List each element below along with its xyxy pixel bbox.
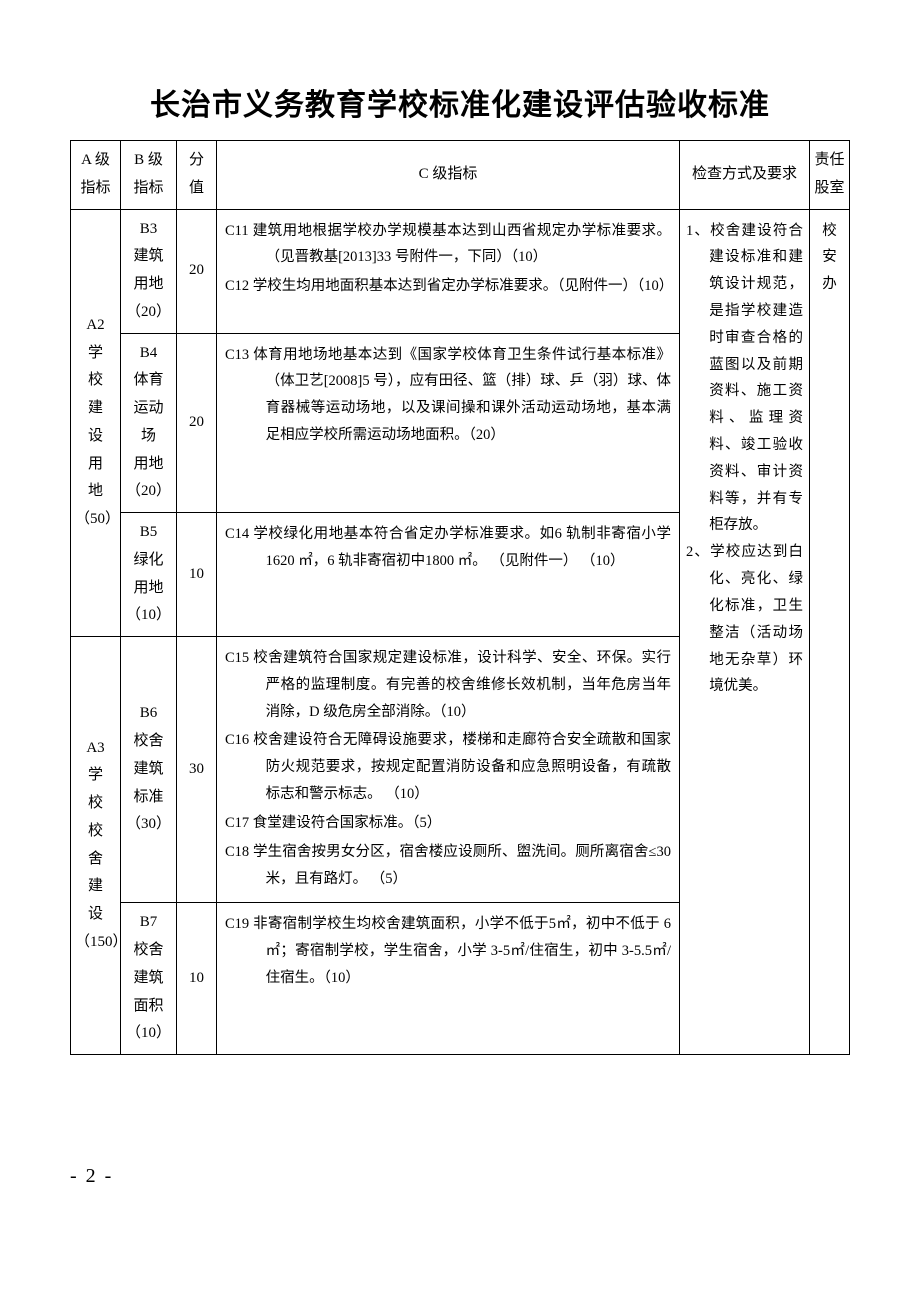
c-indicator-cell: C11 建筑用地根据学校办学规模基本达到山西省规定办学标准要求。（见晋教基[20…	[217, 209, 680, 333]
score-cell: 20	[177, 209, 217, 333]
c-indicator-cell: C13 体育用地场地基本达到《国家学校体育卫生条件试行基本标准》（体卫艺[200…	[217, 333, 680, 513]
c-indicator-cell: C14 学校绿化用地基本符合省定办学标准要求。如6 轨制非寄宿小学 1620 ㎡…	[217, 513, 680, 637]
score-cell: 10	[177, 903, 217, 1055]
standards-table: A 级指标 B 级指标 分值 C 级指标 检查方式及要求 责任股室 A2学校建设…	[70, 140, 850, 1055]
table-body: A2学校建设用地（50）B3建筑用地（20）20C11 建筑用地根据学校办学规模…	[71, 209, 850, 1055]
a-indicator-cell: A2学校建设用地（50）	[71, 209, 121, 637]
check-method-cell: 1、校舍建设符合建设标准和建筑设计规范，是指学校建造时审查合格的蓝图以及前期资料…	[680, 209, 810, 1055]
header-b: B 级指标	[121, 141, 177, 210]
header-score: 分值	[177, 141, 217, 210]
header-check: 检查方式及要求	[680, 141, 810, 210]
b-indicator-cell: B4体育运动场用地（20）	[121, 333, 177, 513]
page-title: 长治市义务教育学校标准化建设评估验收标准	[70, 80, 850, 124]
table-row: A2学校建设用地（50）B3建筑用地（20）20C11 建筑用地根据学校办学规模…	[71, 209, 850, 333]
b-indicator-cell: B6校舍建筑标准（30）	[121, 637, 177, 903]
c-indicator-cell: C15 校舍建筑符合国家规定建设标准，设计科学、安全、环保。实行严格的监理制度。…	[217, 637, 680, 903]
score-cell: 30	[177, 637, 217, 903]
table-header-row: A 级指标 B 级指标 分值 C 级指标 检查方式及要求 责任股室	[71, 141, 850, 210]
score-cell: 20	[177, 333, 217, 513]
header-dept: 责任股室	[810, 141, 850, 210]
b-indicator-cell: B3建筑用地（20）	[121, 209, 177, 333]
b-indicator-cell: B5绿化用地（10）	[121, 513, 177, 637]
header-c: C 级指标	[217, 141, 680, 210]
dept-cell: 校安办	[810, 209, 850, 1055]
c-indicator-cell: C19 非寄宿制学校生均校舍建筑面积，小学不低于5㎡，初中不低于 6㎡；寄宿制学…	[217, 903, 680, 1055]
header-a: A 级指标	[71, 141, 121, 210]
score-cell: 10	[177, 513, 217, 637]
b-indicator-cell: B7校舍建筑面积（10）	[121, 903, 177, 1055]
a-indicator-cell: A3学校校舍建设（150）	[71, 637, 121, 1055]
page-number: - 2 -	[70, 1165, 850, 1188]
